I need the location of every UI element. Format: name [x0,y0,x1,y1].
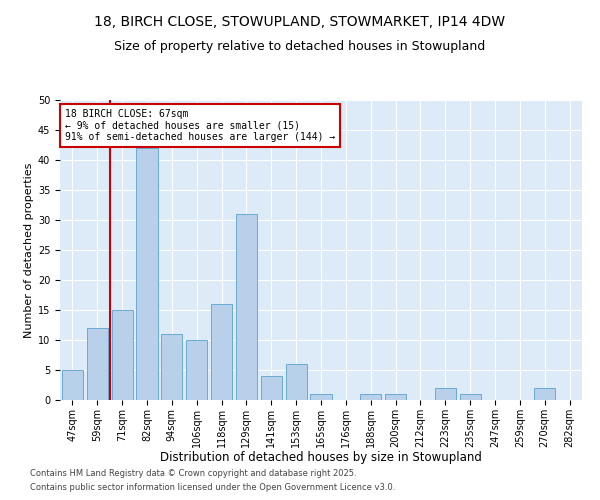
Bar [136,148,158,400]
X-axis label: Distribution of detached houses by size in Stowupland: Distribution of detached houses by size … [160,451,482,464]
Bar [460,394,481,400]
Bar [534,388,555,400]
Bar [435,388,456,400]
Text: Contains HM Land Registry data © Crown copyright and database right 2025.: Contains HM Land Registry data © Crown c… [30,468,356,477]
Text: 18, BIRCH CLOSE, STOWUPLAND, STOWMARKET, IP14 4DW: 18, BIRCH CLOSE, STOWUPLAND, STOWMARKET,… [94,15,506,29]
Bar [62,370,83,400]
Text: 18 BIRCH CLOSE: 67sqm
← 9% of detached houses are smaller (15)
91% of semi-detac: 18 BIRCH CLOSE: 67sqm ← 9% of detached h… [65,109,335,142]
Bar [236,214,257,400]
Bar [112,310,133,400]
Bar [161,334,182,400]
Bar [360,394,381,400]
Bar [186,340,207,400]
Y-axis label: Number of detached properties: Number of detached properties [23,162,34,338]
Bar [385,394,406,400]
Text: Contains public sector information licensed under the Open Government Licence v3: Contains public sector information licen… [30,484,395,492]
Bar [310,394,332,400]
Text: Size of property relative to detached houses in Stowupland: Size of property relative to detached ho… [115,40,485,53]
Bar [87,328,108,400]
Bar [286,364,307,400]
Bar [211,304,232,400]
Bar [261,376,282,400]
